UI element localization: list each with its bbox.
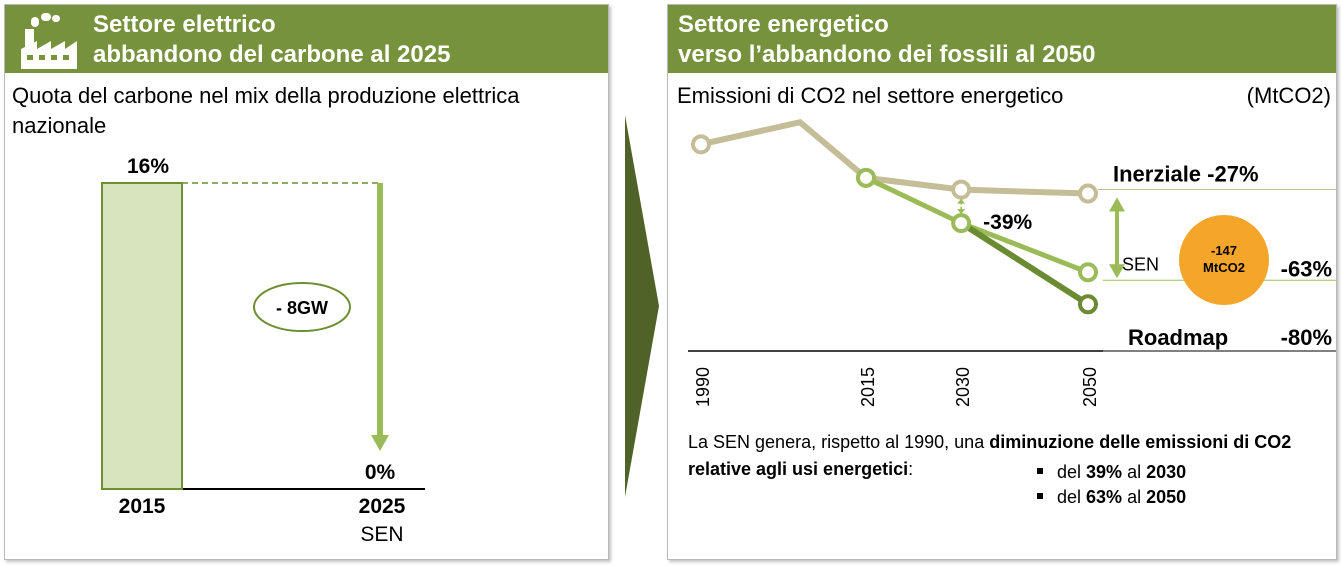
right-chart-title: Emissioni di CO2 nel settore energetico — [677, 83, 1064, 108]
point-inerziale-2030 — [951, 179, 972, 200]
bullet-text: al — [1122, 462, 1147, 482]
point-roadmap-2050 — [1078, 294, 1098, 315]
x-tick-label: 1990 — [693, 367, 713, 407]
point-sen-2050 — [1078, 262, 1098, 283]
x-tick-label: 2030 — [953, 367, 973, 407]
category-label-2025: 2025 — [359, 495, 406, 518]
series-line-roadmap — [959, 220, 1090, 307]
right-panel: Settore energetico verso l’abbandono dei… — [667, 4, 1337, 560]
bullet-text: del — [1057, 462, 1087, 482]
badge-value: -147 — [1211, 243, 1237, 258]
bullet-pct: 39% — [1086, 462, 1123, 482]
bullet-pct: 63% — [1086, 487, 1123, 507]
reduction-badge — [253, 282, 351, 332]
left-banner: Settore elettrico abbandono del carbone … — [5, 5, 608, 73]
point-sen-2030 — [951, 213, 972, 234]
unit-label: (MtCO2) — [1246, 83, 1331, 108]
inerziale-label: Inerziale -27% — [1113, 162, 1259, 187]
coal-share-chart: 16% 0% 2015 2025 SEN - 8GW — [101, 155, 425, 546]
value-label-2015: 16% — [127, 155, 169, 178]
bullet-square — [1037, 493, 1043, 500]
emissions-chart: 1990 2015 2030 2050 -39% Inerziale -27% SEN -63… — [688, 118, 1336, 407]
note-bold: diminuzione delle emissioni di CO2 relat… — [688, 432, 1292, 479]
summary-note: La SEN genera, rispetto al 1990, una dim… — [688, 429, 1328, 483]
left-chart-title: Quota del carbone nel mix della produzio… — [12, 83, 520, 138]
bullet-year: 2030 — [1146, 462, 1187, 482]
factory-icon — [21, 13, 77, 69]
arrow-down-icon — [1109, 264, 1125, 279]
arrow-down-icon — [371, 435, 389, 451]
bullet-item: del 39% al 2030 — [1037, 459, 1186, 486]
bullet-square — [1037, 468, 1043, 475]
bar-2015 — [101, 182, 183, 490]
right-banner-title: Settore energetico — [678, 11, 889, 38]
left-banner-title: Settore elettrico — [93, 11, 276, 38]
right-banner-subtitle: verso l’abbandono dei fossili al 2050 — [678, 41, 1096, 68]
sen-label: SEN — [1122, 254, 1159, 274]
reduction-badge — [1179, 215, 1269, 305]
left-banner-subtitle: abbandono del carbone al 2025 — [93, 41, 451, 68]
badge-unit: MtCO2 — [1203, 260, 1245, 275]
series-line-inerziale — [700, 118, 1089, 197]
gap-2030-label: -39% — [983, 211, 1032, 234]
point-sen-2015 — [856, 167, 876, 188]
bullet-text: del — [1057, 487, 1087, 507]
bullet-item: del 63% al 2050 — [1037, 484, 1186, 511]
arrow-down-icon — [957, 209, 966, 215]
right-banner: Settore energetico verso l’abbandono dei… — [668, 5, 1336, 73]
arrow-up-icon — [957, 198, 966, 204]
x-tick-label: 2015 — [858, 367, 878, 407]
point-inerziale-1990 — [691, 134, 711, 155]
category-label-2015: 2015 — [119, 495, 166, 518]
left-panel: Settore elettrico abbandono del carbone … — [4, 4, 609, 560]
x-tick-label: 2050 — [1080, 367, 1100, 407]
note-colon: : — [908, 459, 914, 479]
arrow-up-icon — [1109, 197, 1125, 212]
chevron-right-icon — [625, 115, 659, 497]
point-inerziale-2050 — [1078, 183, 1098, 204]
bullet-year: 2050 — [1146, 487, 1187, 507]
category-sublabel-sen: SEN — [360, 523, 403, 546]
bullet-text: al — [1122, 487, 1147, 507]
value-label-2025: 0% — [365, 461, 396, 484]
note-text: La SEN genera, rispetto al 1990, una — [688, 432, 990, 452]
reduction-label: - 8GW — [276, 298, 328, 318]
roadmap-pct-label: -80% — [1281, 325, 1332, 350]
sen-pct-label: -63% — [1281, 256, 1332, 281]
roadmap-label: Roadmap — [1128, 325, 1228, 350]
